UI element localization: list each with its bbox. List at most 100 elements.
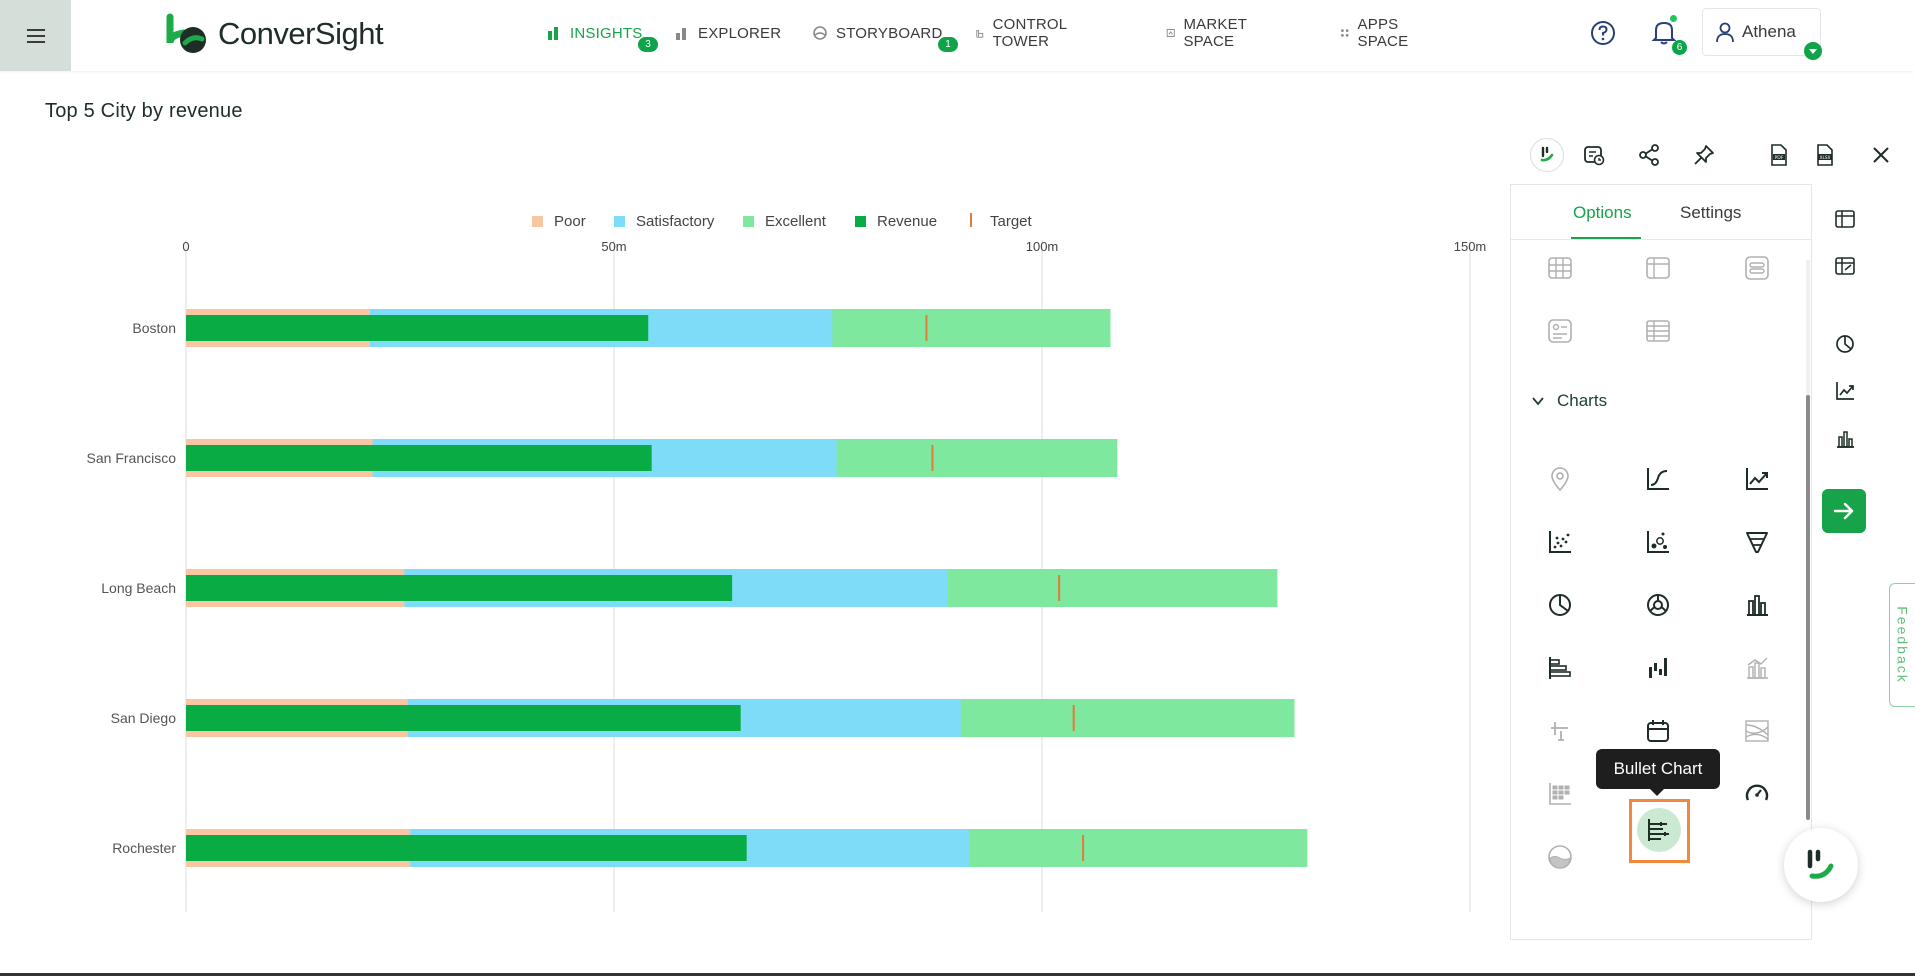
svg-text:PDF: PDF xyxy=(1775,155,1784,161)
nav-insights-label: INSIGHTS xyxy=(570,24,643,42)
schedule-report-button[interactable] xyxy=(1577,138,1611,172)
option-donut[interactable] xyxy=(1634,581,1682,629)
option-line-curve[interactable] xyxy=(1634,455,1682,503)
panel-tabs: Options Settings xyxy=(1511,185,1811,240)
option-heatmap[interactable] xyxy=(1536,770,1584,818)
rail-bar-view[interactable] xyxy=(1828,422,1862,456)
option-kpi-card[interactable] xyxy=(1536,307,1584,355)
feedback-tab[interactable]: Feedback xyxy=(1889,583,1915,707)
rail-table-view[interactable] xyxy=(1828,202,1862,236)
pin-button[interactable] xyxy=(1687,138,1721,172)
share-icon xyxy=(1639,144,1659,166)
pivot-table-icon xyxy=(1646,257,1670,279)
combo-chart-icon xyxy=(1747,657,1768,679)
option-list-card[interactable] xyxy=(1733,244,1781,292)
option-bullet-chart[interactable] xyxy=(1637,808,1681,852)
rail-pivot-view[interactable] xyxy=(1828,249,1862,283)
conversight-logo-icon xyxy=(166,13,206,53)
panel-scrollbar-thumb[interactable] xyxy=(1806,395,1810,820)
pivot-view-icon xyxy=(1835,257,1855,275)
sankey-icon xyxy=(1745,720,1769,742)
y-category-label: San Diego xyxy=(111,710,177,726)
option-scatter[interactable] xyxy=(1536,518,1584,566)
target-marker xyxy=(1058,575,1061,601)
option-waterfall[interactable] xyxy=(1634,644,1682,692)
option-column[interactable] xyxy=(1733,581,1781,629)
storyboard-icon xyxy=(813,26,827,40)
table-view-icon xyxy=(1835,210,1855,228)
nav-storyboard[interactable]: STORYBOARD xyxy=(812,22,942,44)
legend-label-revenue: Revenue xyxy=(877,213,937,230)
option-map[interactable] xyxy=(1536,455,1584,503)
hamburger-menu-button[interactable] xyxy=(0,0,71,71)
tab-options[interactable]: Options xyxy=(1573,203,1632,222)
option-trend-line[interactable] xyxy=(1733,455,1781,503)
storyboard-count-badge: 1 xyxy=(938,37,958,52)
nav-apps-space[interactable]: APPS SPACE xyxy=(1340,16,1415,50)
close-button[interactable] xyxy=(1864,138,1898,172)
bar-view-icon xyxy=(1837,431,1854,448)
liquid-fill-icon xyxy=(1548,845,1572,869)
app-logo[interactable]: ConverSight xyxy=(166,12,384,56)
kpi-card-icon xyxy=(1548,319,1572,343)
heatmap-grid-icon xyxy=(1549,783,1571,805)
data-table-icon xyxy=(1646,320,1670,342)
option-data-table[interactable] xyxy=(1634,307,1682,355)
conversight-assistant-icon xyxy=(1540,146,1554,162)
error-bar-icon xyxy=(1551,722,1568,741)
assistant-button[interactable] xyxy=(1530,138,1564,172)
chevron-down-icon xyxy=(1809,49,1817,54)
page-title: Top 5 City by revenue xyxy=(45,100,243,122)
option-pivot-table[interactable] xyxy=(1634,244,1682,292)
target-marker xyxy=(925,315,928,341)
option-horizontal-bar[interactable] xyxy=(1536,644,1584,692)
option-sankey[interactable] xyxy=(1733,707,1781,755)
option-pie[interactable] xyxy=(1536,581,1584,629)
user-dropdown-caret[interactable] xyxy=(1804,42,1822,60)
apply-arrow-button[interactable] xyxy=(1822,489,1866,533)
x-tick-label: 100m xyxy=(1026,239,1059,254)
notification-bell-icon[interactable] xyxy=(1651,18,1677,46)
pdf-export-button[interactable]: PDF xyxy=(1762,138,1796,172)
x-tick-label: 50m xyxy=(601,239,626,254)
option-table-grid[interactable] xyxy=(1536,244,1584,292)
nav-control-tower[interactable]: CONTROL TOWER xyxy=(975,16,1073,50)
waterfall-chart-icon xyxy=(1649,658,1667,678)
option-bubble[interactable] xyxy=(1634,518,1682,566)
notification-dot xyxy=(1670,15,1677,22)
svg-text:XLSX: XLSX xyxy=(1820,155,1831,160)
rail-pie-view[interactable] xyxy=(1828,327,1862,361)
feedback-label: Feedback xyxy=(1894,606,1911,684)
nav-insights[interactable]: INSIGHTS xyxy=(546,22,642,44)
nav-market-space[interactable]: MARKET SPACE xyxy=(1166,16,1253,50)
pie-view-icon xyxy=(1836,335,1854,353)
legend-swatch-excellent xyxy=(743,216,754,227)
share-button[interactable] xyxy=(1632,138,1666,172)
funnel-chart-icon xyxy=(1746,532,1768,553)
bullet-chart-icon xyxy=(1648,819,1669,841)
option-gauge[interactable] xyxy=(1733,770,1781,818)
table-grid-icon xyxy=(1548,257,1572,279)
nav-explorer[interactable]: EXPLORER xyxy=(674,22,781,44)
user-menu[interactable]: Athena xyxy=(1702,8,1821,56)
option-funnel[interactable] xyxy=(1733,518,1781,566)
chat-assistant-button[interactable] xyxy=(1784,828,1858,902)
help-icon[interactable] xyxy=(1589,19,1617,47)
option-liquid-fill[interactable] xyxy=(1536,833,1584,881)
column-chart-icon xyxy=(1747,595,1768,616)
option-error-bar[interactable] xyxy=(1536,707,1584,755)
charts-section-toggle[interactable]: Charts xyxy=(1531,391,1607,411)
xlsx-export-button[interactable]: XLSX xyxy=(1808,138,1842,172)
trend-line-icon xyxy=(1746,468,1768,490)
tab-settings[interactable]: Settings xyxy=(1680,203,1742,222)
option-combo[interactable] xyxy=(1733,644,1781,692)
hamburger-icon xyxy=(26,28,45,43)
revenue-bar xyxy=(186,445,652,471)
x-tick-label: 0 xyxy=(182,239,189,254)
rail-line-view[interactable] xyxy=(1828,374,1862,408)
revenue-bar xyxy=(186,315,649,341)
explorer-icon xyxy=(676,28,686,40)
target-marker xyxy=(931,445,934,471)
option-calendar[interactable] xyxy=(1634,707,1682,755)
schedule-report-icon xyxy=(1584,146,1605,166)
